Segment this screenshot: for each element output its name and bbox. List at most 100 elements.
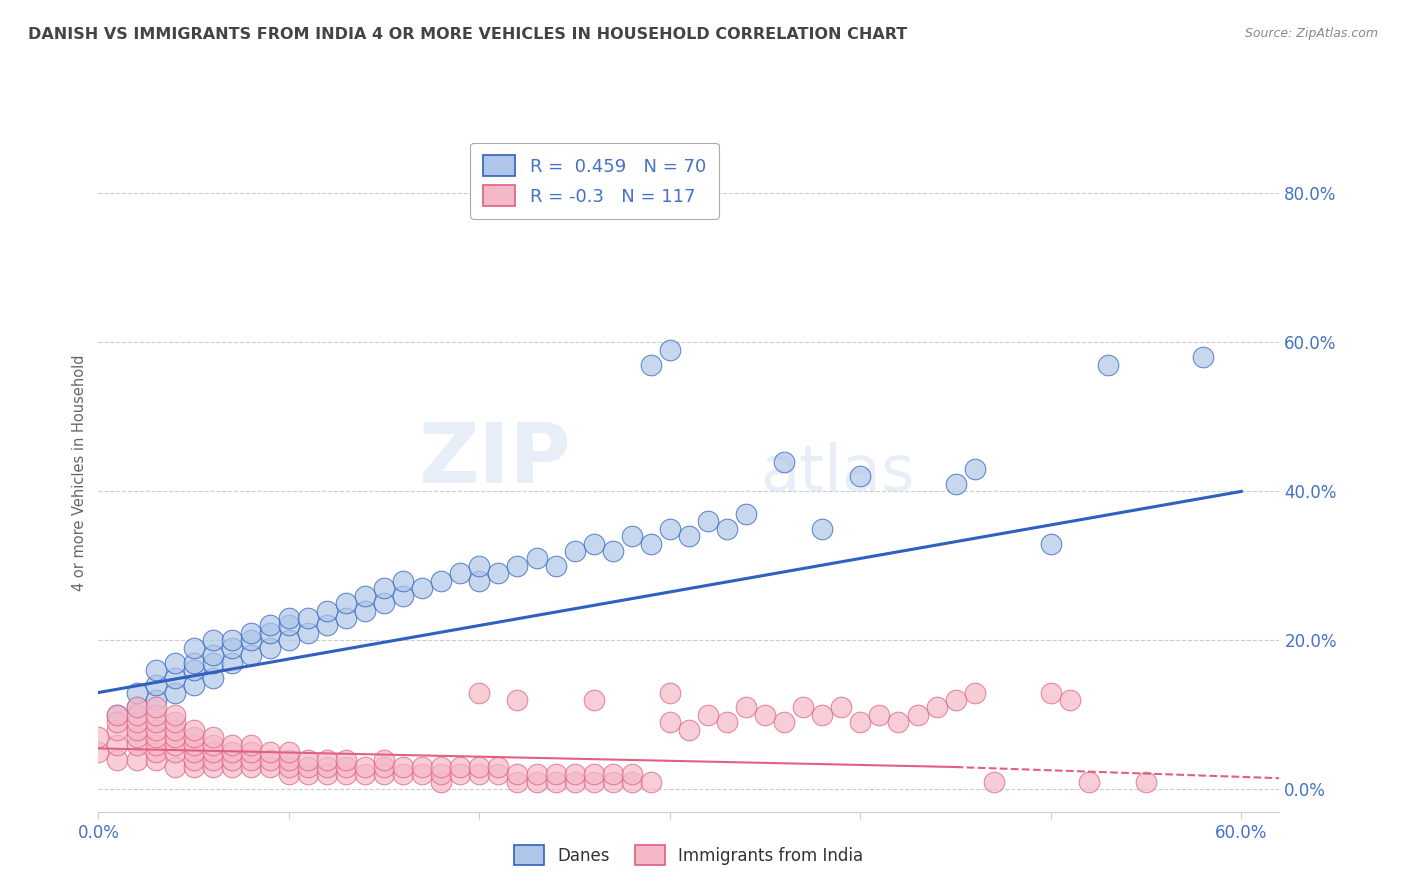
Point — [544, 775, 567, 789]
Point — [259, 760, 281, 774]
Point — [526, 775, 548, 789]
Point — [163, 715, 186, 730]
Text: ZIP: ZIP — [419, 418, 571, 500]
Point — [259, 745, 281, 759]
Point — [259, 618, 281, 632]
Point — [297, 611, 319, 625]
Point — [183, 723, 205, 737]
Text: DANISH VS IMMIGRANTS FROM INDIA 4 OR MORE VEHICLES IN HOUSEHOLD CORRELATION CHAR: DANISH VS IMMIGRANTS FROM INDIA 4 OR MOR… — [28, 27, 907, 42]
Point — [620, 775, 643, 789]
Point — [582, 775, 605, 789]
Point — [544, 767, 567, 781]
Point — [602, 775, 624, 789]
Point — [564, 544, 586, 558]
Point — [488, 767, 510, 781]
Point — [221, 656, 243, 670]
Point — [773, 715, 796, 730]
Point — [1135, 775, 1157, 789]
Point — [526, 551, 548, 566]
Point — [221, 753, 243, 767]
Point — [221, 738, 243, 752]
Point — [239, 760, 262, 774]
Point — [239, 626, 262, 640]
Point — [316, 760, 339, 774]
Point — [640, 358, 662, 372]
Point — [963, 462, 986, 476]
Point — [430, 767, 453, 781]
Point — [125, 700, 148, 714]
Point — [163, 738, 186, 752]
Point — [887, 715, 910, 730]
Point — [221, 760, 243, 774]
Point — [697, 707, 720, 722]
Legend: R =  0.459   N = 70, R = -0.3   N = 117: R = 0.459 N = 70, R = -0.3 N = 117 — [470, 143, 718, 219]
Point — [183, 745, 205, 759]
Point — [183, 656, 205, 670]
Point — [354, 767, 377, 781]
Point — [488, 566, 510, 581]
Point — [107, 738, 129, 752]
Point — [792, 700, 814, 714]
Point — [87, 730, 110, 744]
Point — [354, 589, 377, 603]
Point — [582, 536, 605, 550]
Point — [239, 633, 262, 648]
Point — [221, 745, 243, 759]
Point — [468, 685, 491, 699]
Point — [678, 529, 700, 543]
Point — [658, 343, 681, 357]
Point — [582, 693, 605, 707]
Point — [239, 753, 262, 767]
Point — [297, 767, 319, 781]
Point — [201, 745, 224, 759]
Point — [773, 454, 796, 468]
Point — [392, 767, 415, 781]
Point — [392, 760, 415, 774]
Point — [183, 678, 205, 692]
Point — [1078, 775, 1101, 789]
Point — [449, 760, 471, 774]
Point — [145, 678, 167, 692]
Point — [373, 767, 395, 781]
Point — [259, 753, 281, 767]
Point — [849, 715, 872, 730]
Point — [183, 640, 205, 655]
Point — [125, 753, 148, 767]
Point — [163, 730, 186, 744]
Point — [183, 760, 205, 774]
Point — [506, 775, 529, 789]
Point — [811, 522, 834, 536]
Point — [277, 753, 299, 767]
Point — [1039, 536, 1062, 550]
Point — [183, 730, 205, 744]
Point — [544, 558, 567, 573]
Point — [107, 715, 129, 730]
Point — [602, 767, 624, 781]
Point — [277, 633, 299, 648]
Point — [201, 671, 224, 685]
Point — [125, 685, 148, 699]
Point — [107, 707, 129, 722]
Point — [697, 514, 720, 528]
Point — [316, 753, 339, 767]
Point — [640, 536, 662, 550]
Y-axis label: 4 or more Vehicles in Household: 4 or more Vehicles in Household — [72, 354, 87, 591]
Point — [945, 693, 967, 707]
Point — [830, 700, 852, 714]
Point — [849, 469, 872, 483]
Point — [163, 685, 186, 699]
Point — [735, 700, 758, 714]
Point — [1192, 351, 1215, 365]
Point — [658, 685, 681, 699]
Point — [506, 693, 529, 707]
Point — [335, 611, 357, 625]
Point — [297, 753, 319, 767]
Point — [564, 775, 586, 789]
Point — [658, 715, 681, 730]
Point — [107, 707, 129, 722]
Point — [678, 723, 700, 737]
Point — [373, 581, 395, 595]
Point — [277, 767, 299, 781]
Point — [125, 723, 148, 737]
Point — [145, 738, 167, 752]
